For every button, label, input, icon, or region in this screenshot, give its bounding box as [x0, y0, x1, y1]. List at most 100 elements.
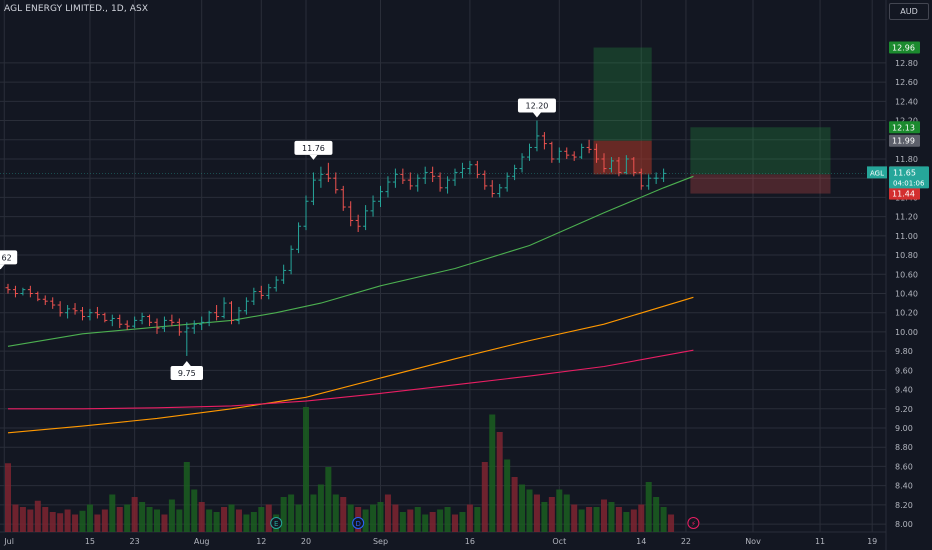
volume-bar: [146, 507, 153, 532]
ohlc-bar: [139, 312, 145, 325]
ohlc-bar: [579, 143, 585, 159]
ma-fast-line: [7, 175, 694, 347]
ohlc-bar: [422, 166, 428, 184]
axis-price-tag-label: 11.44: [892, 190, 915, 199]
volume-bar: [295, 504, 302, 532]
x-tick-label: Sep: [373, 537, 388, 546]
currency-button[interactable]: AUD: [889, 3, 929, 20]
y-tick-label: 9.00: [895, 424, 913, 433]
volume-bar: [608, 502, 615, 532]
y-tick-label: 9.40: [895, 386, 913, 395]
volume-bar: [519, 484, 526, 532]
volume-bar: [228, 504, 235, 532]
price-callout-label: 62: [2, 253, 12, 262]
ohlc-bar: [318, 166, 324, 188]
volume-bar: [154, 509, 160, 532]
ohlc-bar: [452, 168, 458, 186]
volume-bar: [407, 509, 414, 532]
volume-bar: [42, 507, 49, 532]
volume-bar: [586, 507, 593, 532]
volume-bar: [206, 509, 213, 532]
y-tick-label: 11.00: [895, 232, 918, 241]
volume-bar: [645, 482, 652, 532]
volume-bar: [161, 514, 168, 532]
volume-bar: [414, 507, 421, 532]
volume-bar: [578, 509, 585, 532]
volume-bar: [384, 494, 391, 532]
event-marker: [352, 517, 365, 529]
volume-bar: [630, 509, 637, 532]
volume-bar: [5, 463, 11, 532]
volume-bar: [265, 504, 272, 532]
y-tick-label: 10.00: [895, 328, 918, 337]
y-tick-label: 11.80: [895, 155, 918, 164]
volume-bar: [280, 497, 287, 532]
volume-bar: [221, 507, 228, 532]
x-tick-label: 22: [681, 537, 691, 546]
volume-bar: [571, 504, 578, 532]
volume-bar: [377, 502, 384, 532]
volume-bar: [362, 509, 369, 532]
ohlc-bar: [594, 143, 600, 163]
volume-bar: [399, 512, 406, 532]
axis-price-tag: [889, 41, 920, 54]
ohlc-bar: [221, 297, 227, 319]
ohlc-bar: [206, 310, 212, 327]
volume-bar: [213, 512, 220, 532]
price-callout: [517, 98, 556, 113]
ohlc-bar: [392, 168, 398, 188]
ohlc-bar: [176, 318, 182, 336]
ohlc-bar: [653, 172, 659, 184]
ohlc-bar: [474, 160, 480, 179]
ohlc-bar: [340, 185, 346, 211]
ohlc-bar: [303, 195, 309, 231]
volume-bar: [601, 499, 607, 532]
ohlc-bar: [20, 287, 26, 296]
y-tick-label: 8.80: [895, 443, 913, 452]
y-tick-label: 12.20: [895, 117, 918, 126]
event-marker-label: E: [274, 520, 278, 528]
volume-bar: [489, 414, 496, 532]
ohlc-bar: [400, 168, 406, 184]
ohlc-bar: [102, 312, 108, 323]
volume-bar: [250, 512, 257, 532]
ohlc-bar: [229, 301, 234, 325]
ohlc-bar: [467, 160, 473, 175]
volume-bar: [593, 507, 600, 532]
symbol-title: AGL ENERGY LIMITED., 1D, ASX: [4, 4, 149, 14]
event-marker-label: D: [355, 520, 360, 528]
ohlc-bar: [564, 147, 570, 159]
ohlc-bar: [266, 283, 272, 300]
price-callout-pointer: [532, 112, 541, 118]
volume-bar: [548, 497, 555, 532]
volume-bar: [27, 509, 34, 532]
ohlc-bar: [497, 183, 503, 198]
volume-bar: [511, 477, 518, 532]
ohlc-bar: [504, 172, 510, 192]
x-tick-label: 20: [301, 537, 311, 546]
ohlc-bar: [80, 306, 85, 321]
x-tick-label: 23: [130, 537, 140, 546]
volume-bar: [638, 504, 645, 532]
ohlc-bar: [437, 172, 443, 192]
ohlc-bar: [169, 314, 175, 327]
y-tick-label: 9.80: [895, 347, 913, 356]
ohlc-bar: [281, 264, 287, 284]
volume-bar: [139, 502, 146, 532]
volume-bar: [288, 494, 295, 532]
volume-bar: [526, 489, 533, 532]
volume-bar: [332, 494, 339, 532]
last-price-tag: [889, 166, 929, 189]
x-tick-label: Nov: [745, 537, 761, 546]
ohlc-bar: [243, 297, 249, 315]
volume-bar: [258, 507, 265, 532]
ohlc-bar: [378, 185, 383, 208]
volume-bar: [183, 462, 190, 532]
ohlc-bar: [35, 291, 41, 302]
volume-bar: [57, 513, 64, 532]
ohlc-bar: [288, 245, 294, 275]
y-tick-label: 12.80: [895, 59, 918, 68]
y-tick-label: 10.20: [895, 309, 918, 318]
volume-bar: [392, 504, 399, 532]
